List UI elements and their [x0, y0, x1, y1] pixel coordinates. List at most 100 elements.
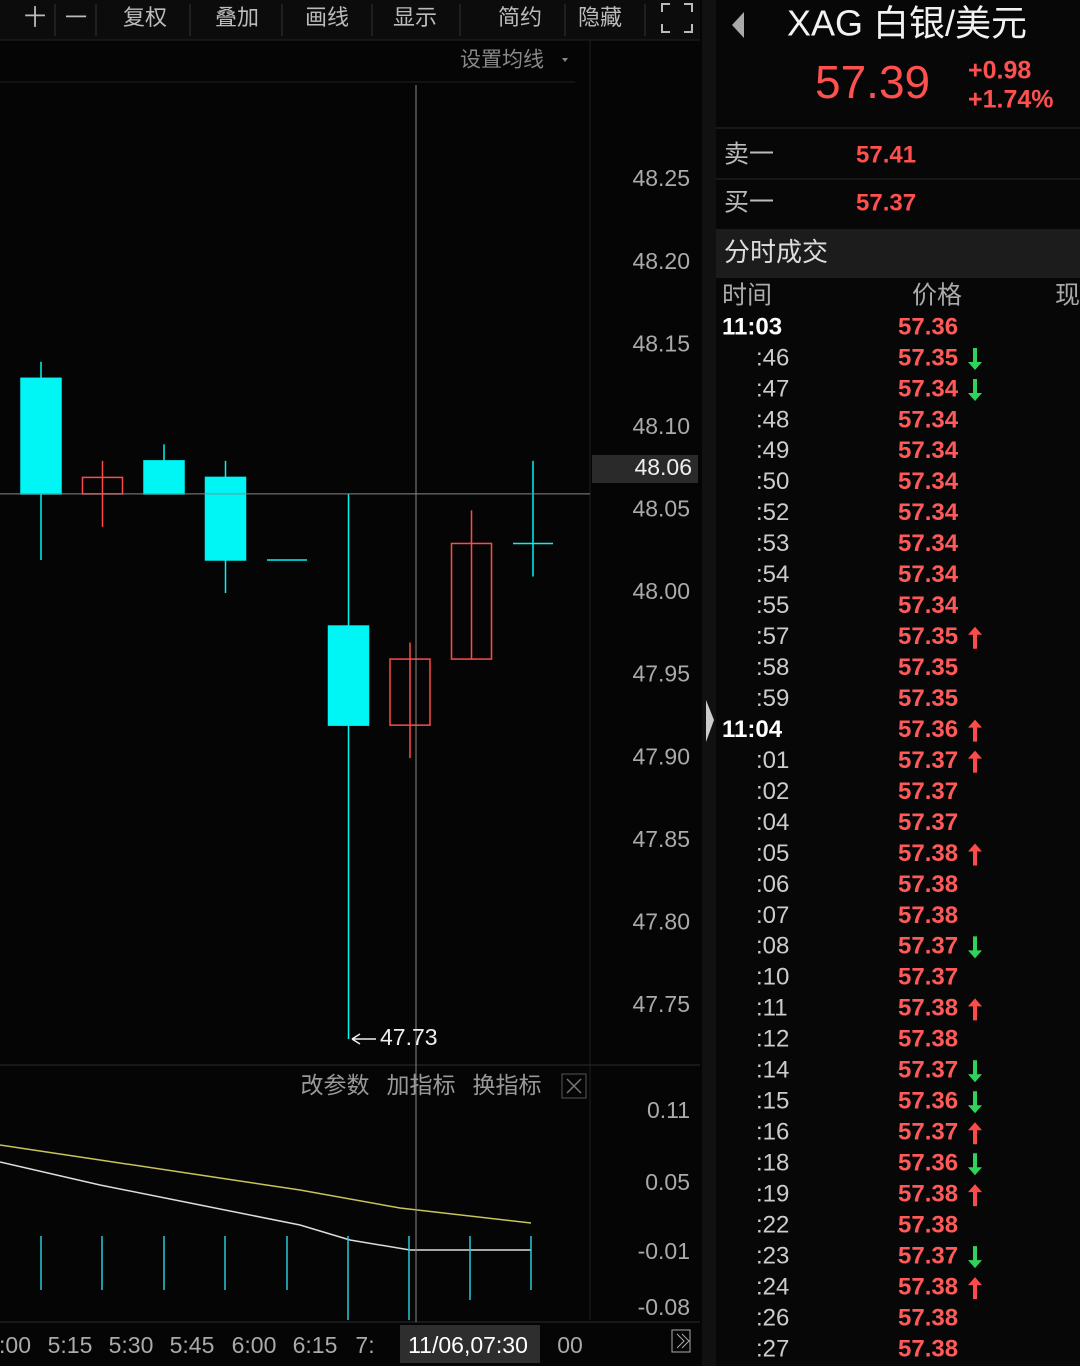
trade-price: 57.38: [898, 871, 958, 898]
trade-time: :58: [756, 654, 789, 681]
toolbar-button[interactable]: 复权: [123, 5, 167, 30]
scroll-right[interactable]: [671, 1329, 691, 1353]
toolbar-button[interactable]: 一: [65, 5, 87, 30]
trade-time: 11:03: [722, 313, 782, 340]
trade-price: 57.34: [898, 406, 959, 433]
trade-price: 57.34: [898, 592, 959, 619]
sell-label: 卖一: [724, 141, 774, 169]
toolbar-button[interactable]: 显示: [393, 5, 437, 30]
arrow-up: [968, 719, 982, 742]
trade-time: :49: [756, 437, 789, 464]
trade-price: 57.35: [898, 623, 958, 650]
trade-time: :11: [756, 995, 788, 1022]
trade-price: 57.36: [898, 1150, 958, 1177]
toolbar-button[interactable]: 隐藏: [578, 5, 622, 30]
toolbar-button[interactable]: 画线: [305, 5, 349, 30]
splitter-handle[interactable]: [706, 700, 714, 742]
trade-time: 11:04: [722, 716, 783, 743]
col-header: 现: [1055, 282, 1080, 310]
crosshair-box: [592, 455, 698, 483]
trade-price: 57.36: [898, 1088, 958, 1115]
x-tick-label: 6:15: [293, 1332, 338, 1358]
buy-label: 买一: [724, 189, 774, 217]
trade-time: :27: [756, 1335, 789, 1362]
y-tick-label: 47.80: [632, 908, 690, 934]
x-tick-label: 5:30: [109, 1332, 154, 1358]
arrow-down: [968, 936, 982, 959]
trade-time: :06: [756, 871, 789, 898]
y-tick-label: 47.95: [632, 661, 690, 687]
arrow-up: [968, 998, 982, 1021]
x-tick-label: 7:: [355, 1332, 374, 1358]
trade-price: 57.35: [898, 344, 958, 371]
trade-price: 57.37: [898, 964, 958, 991]
y-tick-label: 48.20: [632, 248, 690, 274]
x-tick-label: 5:15: [48, 1332, 93, 1358]
trade-time: :19: [756, 1181, 789, 1208]
trade-price: 57.38: [898, 1335, 958, 1362]
indicator-button[interactable]: 改参数: [301, 1072, 370, 1098]
trade-time: :23: [756, 1242, 789, 1269]
x-tick-label: 6:00: [232, 1332, 277, 1358]
trade-time: :48: [756, 406, 789, 433]
crosshair-label: 48.06: [634, 454, 692, 480]
fullscreen-icon[interactable]: [661, 3, 693, 33]
trade-price: 57.38: [898, 902, 958, 929]
trade-price: 57.37: [898, 1057, 958, 1084]
toolbar: [0, 0, 700, 40]
buy-price: 57.37: [856, 189, 916, 216]
sell-price: 57.41: [856, 141, 916, 168]
arrow-up: [968, 843, 982, 866]
trade-price: 57.38: [898, 840, 958, 867]
trade-price: 57.34: [898, 468, 959, 495]
indicator-button[interactable]: 加指标: [387, 1072, 456, 1098]
indicator-tick: 0.11: [647, 1097, 690, 1123]
arrow-up: [968, 1277, 982, 1300]
trade-price: 57.38: [898, 1181, 958, 1208]
arrow-down: [968, 378, 982, 401]
trade-price: 57.37: [898, 1119, 958, 1146]
indicator-line-yellow: [0, 1144, 532, 1224]
col-header: 价格: [912, 282, 962, 310]
toolbar-button[interactable]: 简约: [498, 5, 542, 30]
indicator-tick: -0.01: [638, 1238, 690, 1264]
x-tick-label: :00: [0, 1332, 31, 1358]
trade-price: 57.38: [898, 1026, 958, 1053]
trade-price: 57.35: [898, 685, 958, 712]
indicator-button[interactable]: 换指标: [473, 1072, 542, 1098]
arrow-down: [968, 1246, 982, 1269]
y-tick-label: 48.00: [632, 578, 690, 604]
ma-button[interactable]: 设置均线: [460, 49, 544, 72]
low-label: 47.73: [380, 1024, 438, 1050]
candle-body: [20, 377, 62, 495]
trade-price: 57.35: [898, 654, 958, 681]
last-price: 57.39: [815, 56, 930, 108]
trade-time: :07: [756, 902, 789, 929]
low-arrow: [351, 1033, 376, 1045]
symbol: XAG 白银/美元: [787, 3, 1027, 44]
trade-price: 57.38: [898, 1304, 958, 1331]
trade-time: :04: [756, 809, 789, 836]
trade-time: :22: [756, 1211, 789, 1238]
trades-header-band: [716, 229, 1080, 278]
toolbar-button[interactable]: 十: [24, 5, 46, 30]
trade-price: 57.38: [898, 995, 958, 1022]
trade-price: 57.38: [898, 1273, 958, 1300]
toolbar-button[interactable]: 叠加: [215, 5, 259, 30]
col-header: 时间: [722, 282, 772, 310]
x-tick-label: 00: [557, 1332, 583, 1358]
arrow-up: [968, 626, 982, 649]
trade-price: 57.36: [898, 716, 958, 743]
arrow-down: [968, 1060, 982, 1083]
trade-price: 57.37: [898, 1242, 958, 1269]
close-icon[interactable]: [566, 1078, 582, 1094]
trade-time: :57: [756, 623, 789, 650]
close-indicator[interactable]: [561, 1073, 587, 1099]
ma-dropdown[interactable]: [562, 58, 568, 62]
arrow-up: [968, 1184, 982, 1207]
back-button[interactable]: [732, 12, 744, 38]
candle-body: [327, 625, 370, 726]
arrow-down: [968, 1091, 982, 1114]
